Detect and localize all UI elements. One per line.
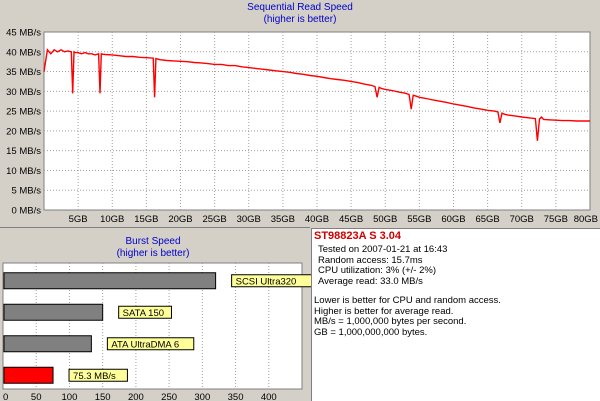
cpu-utilization: CPU utilization: 3% (+/- 2%) (318, 265, 436, 276)
burst-x-tick-label: 250 (161, 392, 177, 401)
burst-x-tick-label: 400 (261, 392, 277, 401)
seq-y-tick-label: 25 MB/s (6, 107, 41, 118)
burst-chart-title: Burst Speed (125, 236, 180, 247)
seq-x-tick-label: 25GB (202, 214, 226, 225)
burst-bars: SCSI Ultra320 SATA 150 ATA UltraDMA 6 75.3 … (3, 272, 313, 384)
burst-x-tick-label: 150 (95, 392, 111, 401)
seq-x-tick-label: 50GB (373, 214, 397, 225)
seq-y-tick-label: 20 MB/s (6, 126, 41, 137)
seq-x-tick-label: 10GB (100, 214, 124, 225)
burst-bar-tested-drive (3, 366, 54, 384)
burst-bar-label-text: ATA UltraDMA 6 (111, 339, 179, 350)
info-panel: ST98823A S 3.04 Tested on 2007-01-21 at … (311, 228, 600, 401)
seq-y-tick-label: 35 MB/s (6, 67, 41, 78)
seq-grid (44, 32, 590, 210)
burst-bar (3, 303, 104, 321)
burst-bar-label: SCSI Ultra320 (231, 274, 313, 288)
seq-y-tick-label: 40 MB/s (6, 47, 41, 58)
seq-chart-subtitle: (higher is better) (264, 14, 337, 25)
burst-bar-label: 75.3 MB/s (68, 368, 128, 382)
seq-y-tick-label: 15 MB/s (6, 146, 41, 157)
burst-x-tick-label: 350 (228, 392, 244, 401)
seq-plot-area (43, 31, 591, 211)
seq-x-tick-label: 40GB (305, 214, 329, 225)
seq-x-tick-label: 20GB (168, 214, 192, 225)
seq-x-tick-label: 30GB (237, 214, 261, 225)
burst-x-tick-label: 50 (31, 392, 42, 401)
seq-read-line (43, 48, 590, 141)
burst-bar-label-text: SATA 150 (123, 308, 164, 319)
burst-panel-divider (0, 227, 310, 228)
random-access: Random access: 15.7ms (318, 254, 423, 266)
average-read: Average read: 33.0 MB/s (318, 275, 423, 287)
note-line: Lower is better for CPU and random acces… (314, 295, 501, 306)
note-line: MB/s = 1,000,000 bytes per second. (314, 316, 467, 327)
burst-bar-label-text: 75.3 MB/s (73, 371, 116, 382)
seq-x-axis: 5GB 10GB 15GB 20GB 25GB 30GB 35GB 40GB 45GB 50GB 5… (69, 214, 598, 225)
burst-x-tick-label: 100 (62, 392, 78, 401)
note-line: Higher is better for average read. (314, 305, 454, 317)
seq-y-tick-label: 0 MB/s (11, 206, 41, 217)
seq-y-tick-label: 30 MB/s (6, 87, 41, 98)
burst-x-tick-label: 0 (3, 392, 8, 401)
test-date: Tested on 2007-01-21 at 16:43 (318, 244, 448, 255)
seq-x-tick-label: 65GB (475, 214, 499, 225)
seq-x-tick-label: 60GB (441, 214, 465, 225)
burst-bar-label-text: SCSI Ultra320 (236, 276, 297, 287)
drive-model: ST98823A S 3.04 (314, 230, 402, 242)
seq-x-tick-label: 75GB (544, 214, 568, 225)
burst-bar-label-bg (118, 305, 172, 319)
burst-bar-label-bg (106, 337, 195, 351)
seq-x-tick-label: 5GB (69, 214, 88, 225)
note-line: GB = 1,000,000,000 bytes. (314, 326, 428, 338)
seq-y-axis: 0 MB/s 5 MB/s 10 MB/s 15 MB/s 20 MB/s 25 MB/s… (6, 28, 41, 217)
seq-x-tick-label: 80GB (574, 214, 598, 225)
seq-y-tick-label: 45 MB/s (6, 28, 41, 39)
seq-x-tick-label: 70GB (510, 214, 534, 225)
burst-x-tick-label: 300 (194, 392, 210, 401)
seq-y-tick-label: 10 MB/s (6, 166, 41, 177)
burst-bar-label-bg (68, 368, 128, 382)
burst-bar-label: SATA 150 (118, 305, 172, 319)
seq-x-tick-label: 55GB (407, 214, 431, 225)
burst-bar (3, 272, 217, 290)
seq-y-tick-label: 5 MB/s (11, 186, 41, 197)
burst-x-axis: 0 50 100 150 200 250 300 350 400 (3, 392, 277, 401)
seq-x-tick-label: 35GB (271, 214, 295, 225)
burst-x-tick-label: 200 (128, 392, 144, 401)
burst-bar (3, 335, 92, 353)
seq-x-tick-label: 45GB (339, 214, 363, 225)
seq-chart-title: Sequential Read Speed (247, 2, 353, 13)
burst-bar-label: ATA UltraDMA 6 (106, 337, 195, 351)
burst-chart-subtitle: (higher is better) (117, 248, 190, 259)
seq-x-tick-label: 15GB (134, 214, 158, 225)
